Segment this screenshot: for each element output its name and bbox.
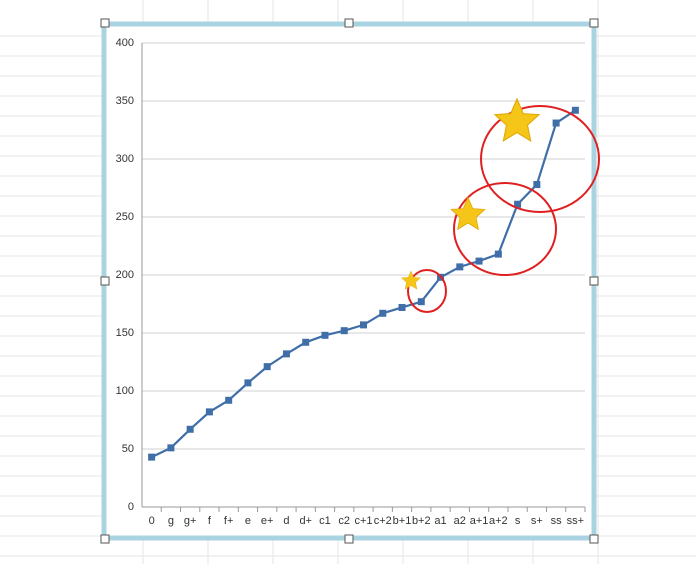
y-tick-label: 50 [122,443,134,455]
highlight-circle [407,269,447,313]
x-tick-label: c1 [319,515,331,527]
y-tick-label: 300 [116,153,134,165]
marker [533,181,541,189]
star [401,270,421,290]
star [493,97,541,142]
marker [225,396,233,404]
marker [398,303,406,311]
x-tick-label: c+2 [374,515,392,527]
x-tick-label: d [283,515,289,527]
selection-handles[interactable] [100,18,599,544]
x-tick-label: b+1 [393,515,412,527]
marker [360,321,367,329]
x-tick-label: f [208,515,212,527]
x-tick-label: ss [551,515,563,527]
marker [205,408,213,416]
x-tick-label: a2 [454,515,466,527]
x-tick-label: s+ [531,515,543,527]
y-tick-label: 0 [128,501,134,513]
x-tick-label: a1 [434,515,446,527]
x-tick-label: s [515,515,521,527]
stars [401,97,541,290]
y-tick-label: 150 [116,327,134,339]
star [450,196,486,231]
x-tick-label: f+ [224,515,233,527]
marker [494,250,502,258]
marker [379,309,387,317]
marker [340,327,348,335]
x-tick-label: 0 [149,515,155,527]
y-tick-label: 100 [116,385,134,397]
x-tick-label: c+1 [354,515,372,527]
annotations [407,105,600,313]
x-tick-label: e+ [261,515,274,527]
marker [148,453,156,461]
x-tick-label: ss+ [567,515,584,527]
x-tick-label: c2 [338,515,350,527]
marker [456,263,464,271]
highlight-circle [453,182,557,276]
marker [417,298,425,306]
y-tick-label: 400 [116,37,134,49]
highlight-circle [480,105,600,213]
marker [282,350,290,358]
y-tick-label: 250 [116,211,134,223]
marker [475,257,483,265]
x-tick-label: g+ [184,515,197,527]
marker [302,338,310,346]
marker [514,200,522,208]
x-tick-label: a+1 [470,515,489,527]
marker [244,379,252,387]
marker [263,363,271,371]
marker [186,425,194,433]
x-tick-label: b+2 [412,515,431,527]
x-tick-label: e [245,515,251,527]
x-tick-label: a+2 [489,515,508,527]
x-tick-label: g [168,515,174,527]
x-tick-label: d+ [299,515,312,527]
y-tick-label: 350 [116,95,134,107]
y-tick-label: 200 [116,269,134,281]
marker [321,331,329,339]
plot-area: 0 50 100 150 200 250 300 350 400 0 g g+ f f+ e e+ d d+ c1 c… [116,37,586,527]
marker [167,444,175,452]
marker [571,106,579,114]
marker [552,119,560,127]
